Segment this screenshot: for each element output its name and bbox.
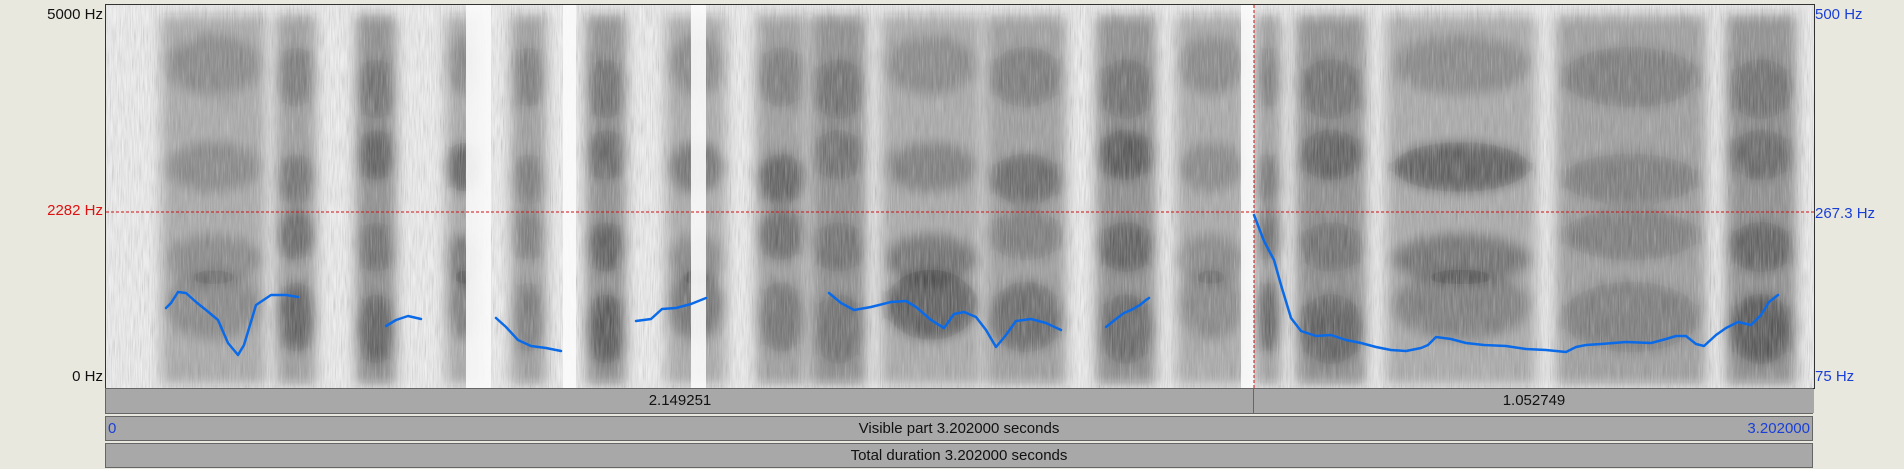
freq-cursor-label: 2282 Hz (47, 202, 103, 219)
segment-right[interactable]: 1.052749 (1254, 389, 1814, 413)
spectrogram-svg (106, 5, 1814, 388)
pitch-segment (1252, 213, 1780, 354)
freq-axis-bottom-label: 0 Hz (72, 368, 103, 385)
spectrogram-panel[interactable] (105, 4, 1815, 389)
pitch-segment (1104, 296, 1151, 329)
pitch-segment (164, 290, 300, 357)
total-duration-label: Total duration 3.202000 seconds (850, 447, 1068, 464)
pitch-segment (384, 314, 423, 328)
segment-right-duration: 1.052749 (1502, 392, 1566, 409)
freq-axis-top-label: 5000 Hz (47, 6, 103, 23)
visible-part-label: Visible part 3.202000 seconds (858, 420, 1060, 437)
pitch-segment (827, 291, 1063, 349)
visible-end-time: 3.202000 (1747, 420, 1810, 437)
segment-left-duration: 2.149251 (648, 392, 712, 409)
visible-part-bar[interactable]: 0 Visible part 3.202000 seconds 3.202000 (105, 416, 1813, 441)
pitch-segment (634, 296, 708, 323)
visible-start-time: 0 (108, 420, 117, 437)
segment-left[interactable]: 2.149251 (106, 389, 1254, 413)
pitch-segment (494, 316, 563, 353)
total-duration-bar[interactable]: Total duration 3.202000 seconds (105, 443, 1813, 468)
pitch-axis-top-label: 500 Hz (1815, 6, 1863, 23)
pitch-contour (164, 213, 1780, 357)
pitch-cursor-label: 267.3 Hz (1815, 205, 1876, 222)
selection-duration-bar[interactable]: 2.149251 1.052749 (105, 388, 1814, 414)
pitch-axis-bottom-label: 75 Hz (1815, 368, 1855, 385)
